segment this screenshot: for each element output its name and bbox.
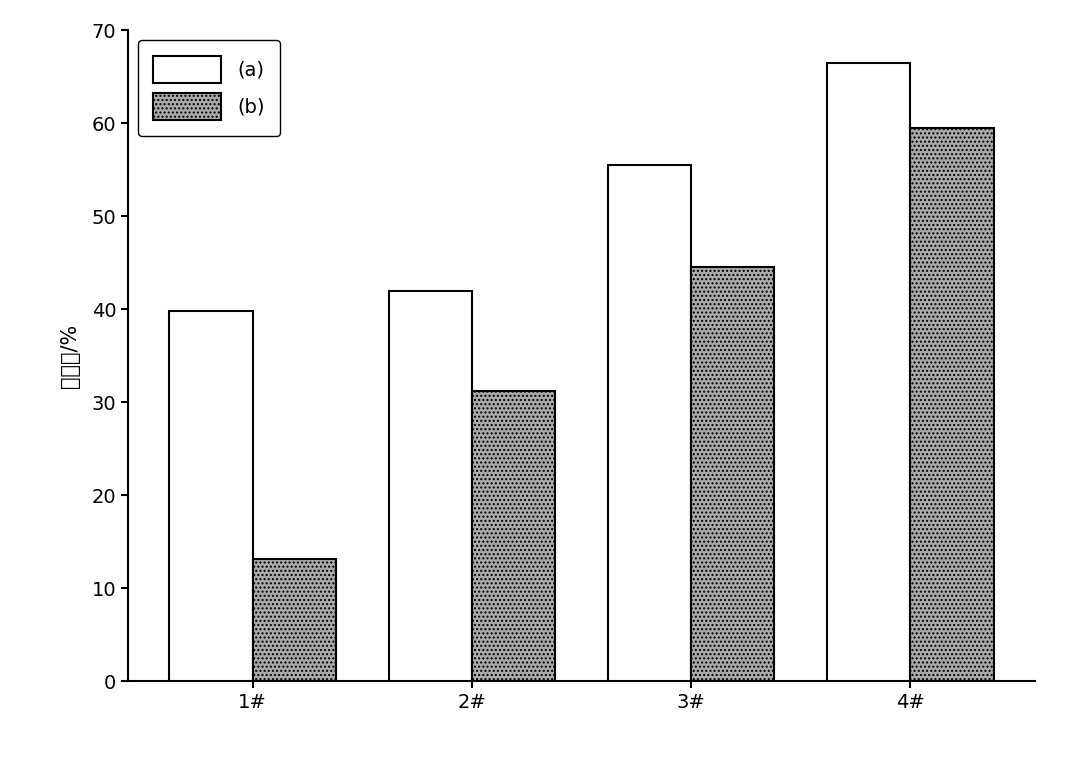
Bar — [910, 128, 993, 681]
Legend: (a), (b): (a), (b) — [138, 40, 280, 136]
Bar — [472, 391, 555, 681]
Bar — [170, 311, 253, 681]
Bar — [253, 559, 336, 681]
Y-axis label: 降解率/%: 降解率/% — [61, 324, 80, 388]
Bar — [827, 63, 910, 681]
Bar — [691, 267, 775, 681]
Bar — [388, 291, 472, 681]
Bar — [608, 165, 691, 681]
